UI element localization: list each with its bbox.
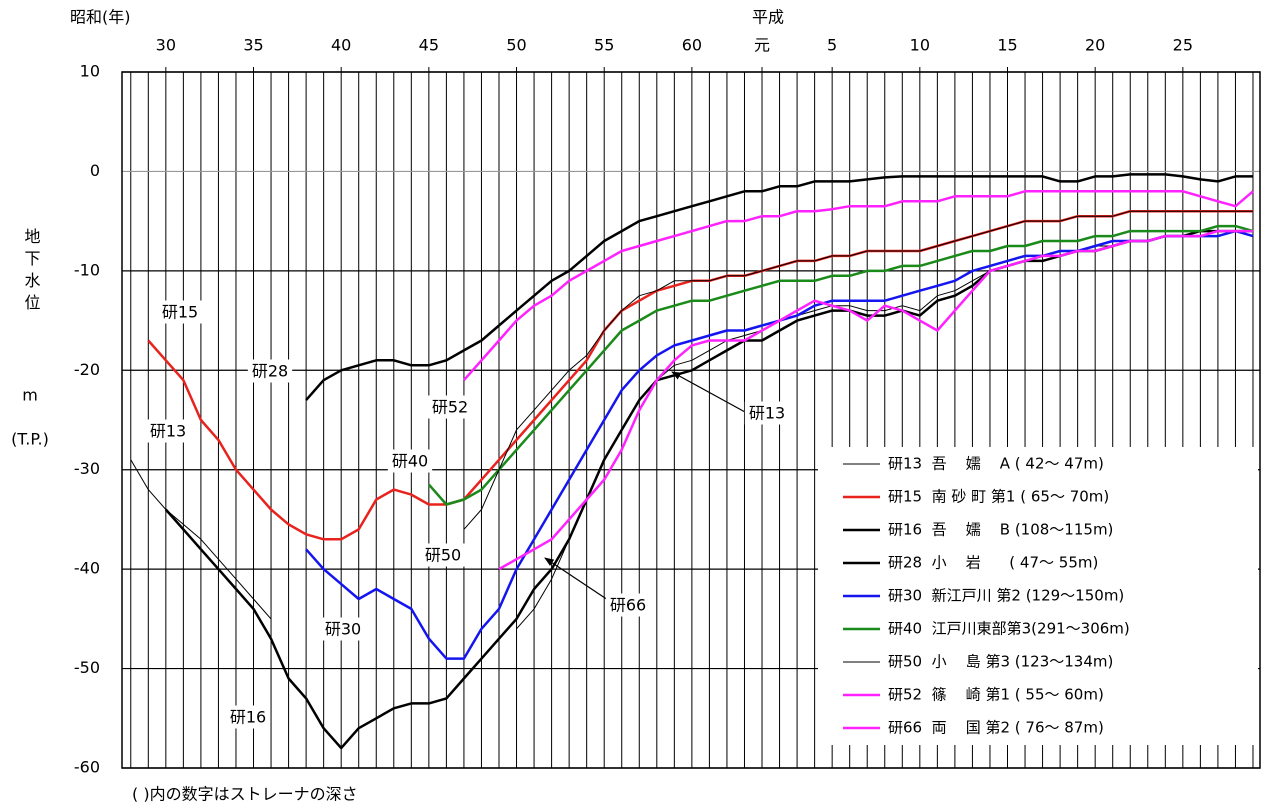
annotation-bg <box>387 449 433 473</box>
annotation-label: 研66 <box>610 596 646 615</box>
annotation-label: 研28 <box>252 362 288 381</box>
annotation: 研50 <box>420 543 466 567</box>
annotation-bg <box>157 300 203 324</box>
x-tick-label: 15 <box>997 36 1017 55</box>
y-tick-label: -40 <box>74 559 100 578</box>
legend: 研13 吾 嬬 A ( 42～ 47m) 研15 南 砂 町 第1 ( 65～ 7… <box>818 447 1258 745</box>
legend-label: 研13 吾 嬬 A ( 42～ 47m) <box>888 455 1104 473</box>
annotation-bg <box>225 705 271 729</box>
legend-label: 研50 小 島 第3 (123～134m) <box>888 653 1113 671</box>
y-datum: (T.P.) <box>11 430 49 449</box>
y-axis-label: 地下水位 <box>22 228 41 316</box>
annotation-label: 研15 <box>162 303 198 322</box>
y-tick-label: -60 <box>74 758 100 777</box>
x-tick-label: 55 <box>594 36 614 55</box>
plot-frame <box>121 71 1261 769</box>
annotation-bg <box>420 543 466 567</box>
series-line <box>427 224 1254 506</box>
legend-bg <box>818 447 1258 745</box>
series-line <box>305 173 1253 401</box>
annotation: 研66 <box>605 593 651 617</box>
annotation-bg <box>247 359 293 383</box>
x-tick-label: 10 <box>910 36 930 55</box>
era-label: 昭和(年) <box>70 8 131 27</box>
x-tick-label: 25 <box>1173 36 1193 55</box>
series-line <box>463 210 1253 530</box>
annotation: 研13 <box>744 401 790 425</box>
annotation-label: 研52 <box>432 398 468 417</box>
annotation-bg <box>427 395 473 419</box>
x-tick-label: 60 <box>682 36 702 55</box>
x-tick-label: 20 <box>1085 36 1105 55</box>
annotation-label: 研13 <box>150 422 186 441</box>
legend-label: 研28 小 岩 ( 47～ 55m) <box>888 554 1098 572</box>
y-tick-label: -50 <box>74 658 100 677</box>
x-tick-label: 元 <box>754 36 770 55</box>
annotation: 研40 <box>387 449 433 473</box>
y-tick-label: 0 <box>90 161 100 180</box>
annotation: 研16 <box>225 705 271 729</box>
series-line <box>498 229 1253 571</box>
y-unit: m <box>22 386 38 405</box>
y-tick-label: -10 <box>74 260 100 279</box>
x-tick-label: 45 <box>419 36 439 55</box>
annotation-label: 研40 <box>392 452 428 471</box>
annotation-arrow <box>671 371 746 413</box>
annotation: 研28 <box>247 359 293 383</box>
y-tick-label: -20 <box>74 360 100 379</box>
series-line <box>462 190 1254 382</box>
annotation-label: 研50 <box>425 546 461 565</box>
legend-label: 研40 江戸川東部第3(291～306m) <box>888 620 1130 638</box>
x-tick-label: 30 <box>156 36 176 55</box>
legend-label: 研16 吾 嬬 B (108～115m) <box>888 521 1113 539</box>
annotation-label: 研30 <box>325 620 361 639</box>
legend-label: 研15 南 砂 町 第1 ( 65～ 70m) <box>888 488 1109 506</box>
y-tick-label: 10 <box>80 62 100 81</box>
annotation-bg <box>320 617 366 641</box>
annotation-bg <box>744 401 790 425</box>
x-tick-label: 35 <box>243 36 263 55</box>
annotation: 研13 <box>145 419 191 443</box>
legend-label: 研66 両 国 第2 ( 76～ 87m) <box>888 719 1104 737</box>
era-label: 平成 <box>752 8 784 27</box>
footnote: ( )内の数字はストレーナの深さ <box>132 785 358 804</box>
x-tick-label: 5 <box>827 36 837 55</box>
x-tick-label: 40 <box>331 36 351 55</box>
y-tick-label: -30 <box>74 459 100 478</box>
annotation-bg <box>605 593 651 617</box>
x-tick-label: 50 <box>506 36 526 55</box>
annotation: 研30 <box>320 617 366 641</box>
legend-label: 研52 篠 崎 第1 ( 55～ 60m) <box>888 686 1104 704</box>
annotation-bg <box>145 419 191 443</box>
legend-label: 研30 新江戸川 第2 (129～150m) <box>888 587 1124 605</box>
annotation: 研52 <box>427 395 473 419</box>
annotation-arrow <box>544 557 609 601</box>
annotation-label: 研13 <box>749 404 785 423</box>
annotation-label: 研16 <box>230 708 266 727</box>
annotation: 研15 <box>157 300 203 324</box>
